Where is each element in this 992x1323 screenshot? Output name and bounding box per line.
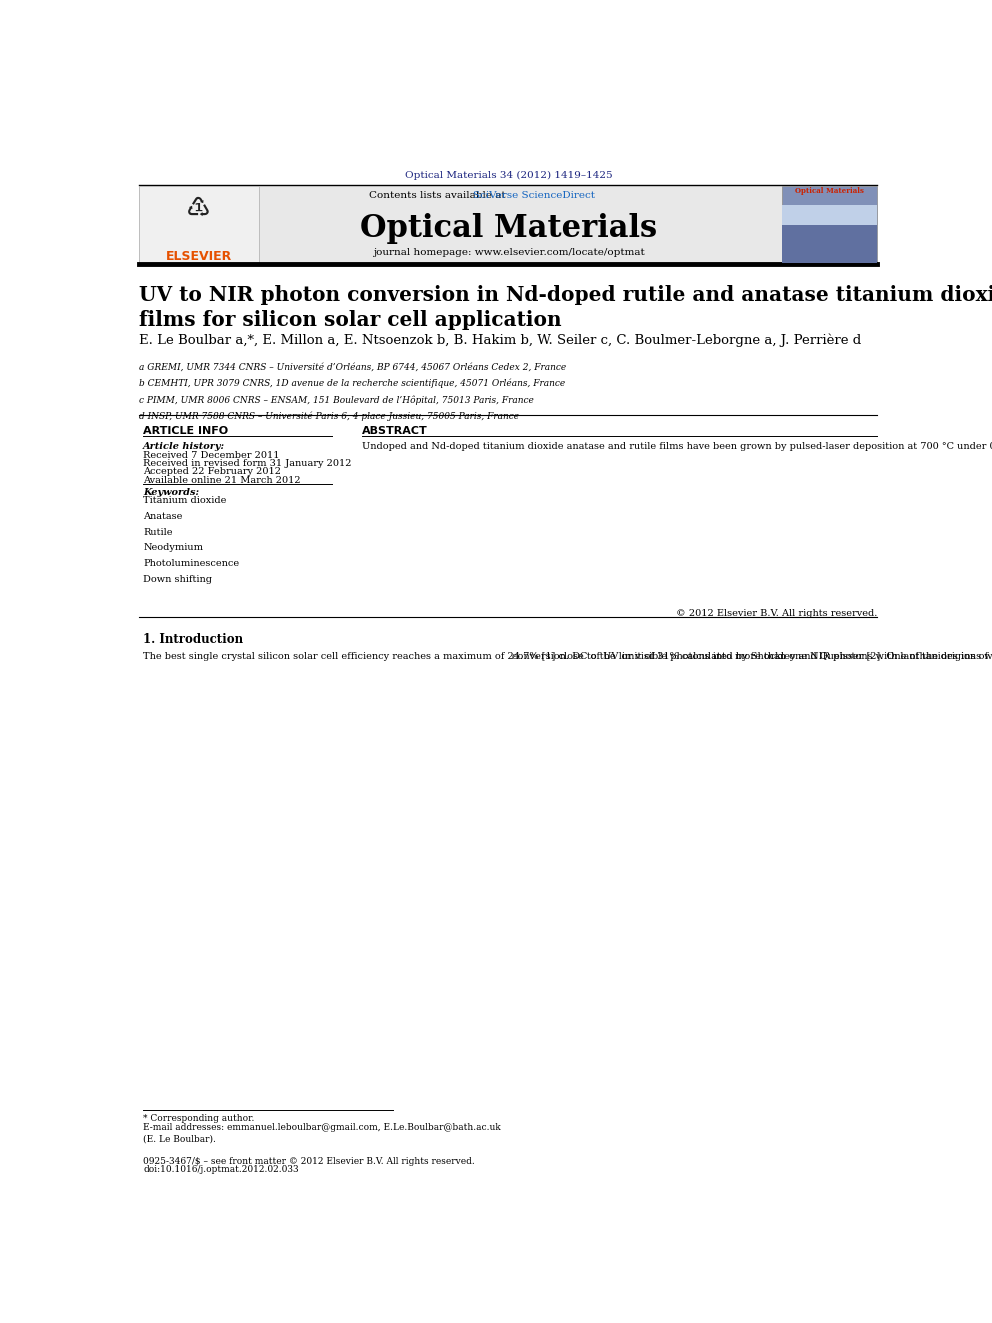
Bar (782, 187, 877, 263)
Text: Contents lists available at: Contents lists available at (368, 192, 509, 200)
Text: ELSEVIER: ELSEVIER (166, 250, 232, 263)
Text: Available online 21 March 2012: Available online 21 March 2012 (143, 475, 301, 484)
Bar (139, 187, 877, 263)
Text: Keywords:: Keywords: (143, 488, 199, 497)
Bar (782, 224, 877, 263)
Text: Undoped and Nd-doped titanium dioxide anatase and rutile films have been grown b: Undoped and Nd-doped titanium dioxide an… (362, 442, 992, 451)
Text: ABSTRACT: ABSTRACT (362, 426, 429, 435)
Text: Article history:: Article history: (143, 442, 225, 451)
Text: b CEMHTI, UPR 3079 CNRS, 1D avenue de la recherche scientifique, 45071 Orléans, : b CEMHTI, UPR 3079 CNRS, 1D avenue de la… (139, 378, 565, 389)
Text: ♳: ♳ (186, 194, 211, 222)
Text: ARTICLE INFO: ARTICLE INFO (143, 426, 228, 435)
Text: Optical Materials: Optical Materials (796, 188, 864, 196)
Text: © 2012 Elsevier B.V. All rights reserved.: © 2012 Elsevier B.V. All rights reserved… (677, 609, 878, 618)
Text: Optical Materials 34 (2012) 1419–1425: Optical Materials 34 (2012) 1419–1425 (405, 171, 612, 180)
Text: Rutile: Rutile (143, 528, 173, 537)
Text: * Corresponding author.: * Corresponding author. (143, 1114, 255, 1123)
Text: Optical Materials: Optical Materials (360, 213, 657, 243)
Text: The best single crystal silicon solar cell efficiency reaches a maximum of 24.7%: The best single crystal silicon solar ce… (143, 652, 992, 662)
Text: doi:10.1016/j.optmat.2012.02.033: doi:10.1016/j.optmat.2012.02.033 (143, 1166, 299, 1175)
Text: Received in revised form 31 January 2012: Received in revised form 31 January 2012 (143, 459, 352, 468)
Text: a GREMI, UMR 7344 CNRS – Université d’Orléans, BP 6744, 45067 Orléans Cedex 2, F: a GREMI, UMR 7344 CNRS – Université d’Or… (139, 363, 566, 372)
Text: journal homepage: www.elsevier.com/locate/optmat: journal homepage: www.elsevier.com/locat… (373, 249, 644, 258)
Bar (782, 205, 877, 225)
Text: SciVerse ScienceDirect: SciVerse ScienceDirect (422, 192, 595, 200)
Text: 1. Introduction: 1. Introduction (143, 634, 243, 647)
Text: conversion. DC of UV or visible photons into more than one NIR photons with lant: conversion. DC of UV or visible photons … (512, 652, 992, 660)
Text: c PIMM, UMR 8006 CNRS – ENSAM, 151 Boulevard de l’Hôpital, 75013 Paris, France: c PIMM, UMR 8006 CNRS – ENSAM, 151 Boule… (139, 396, 535, 405)
Text: Neodymium: Neodymium (143, 544, 203, 552)
Text: Anatase: Anatase (143, 512, 183, 521)
Text: Titanium dioxide: Titanium dioxide (143, 496, 226, 505)
Text: Down shifting: Down shifting (143, 576, 212, 583)
Text: E-mail addresses: emmanuel.leboulbar@gmail.com, E.Le.Boulbar@bath.ac.uk
(E. Le B: E-mail addresses: emmanuel.leboulbar@gma… (143, 1123, 501, 1143)
Text: Received 7 December 2011: Received 7 December 2011 (143, 451, 280, 460)
Text: UV to NIR photon conversion in Nd-doped rutile and anatase titanium dioxide
film: UV to NIR photon conversion in Nd-doped … (139, 284, 992, 329)
Text: Accepted 22 February 2012: Accepted 22 February 2012 (143, 467, 281, 476)
Text: Photoluminescence: Photoluminescence (143, 560, 239, 568)
Text: d INSP, UMR 7588 CNRS – Université Paris 6, 4 place Jussieu, 75005 Paris, France: d INSP, UMR 7588 CNRS – Université Paris… (139, 411, 520, 421)
Text: 0925-3467/$ – see front matter © 2012 Elsevier B.V. All rights reserved.: 0925-3467/$ – see front matter © 2012 El… (143, 1158, 475, 1166)
Text: E. Le Boulbar a,*, E. Millon a, E. Ntsoenzok b, B. Hakim b, W. Seiler c, C. Boul: E. Le Boulbar a,*, E. Millon a, E. Ntsoe… (139, 333, 862, 348)
Bar (139, 187, 259, 263)
